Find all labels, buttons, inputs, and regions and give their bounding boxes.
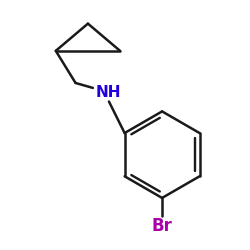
Text: NH: NH (95, 85, 121, 100)
Text: Br: Br (152, 217, 172, 235)
